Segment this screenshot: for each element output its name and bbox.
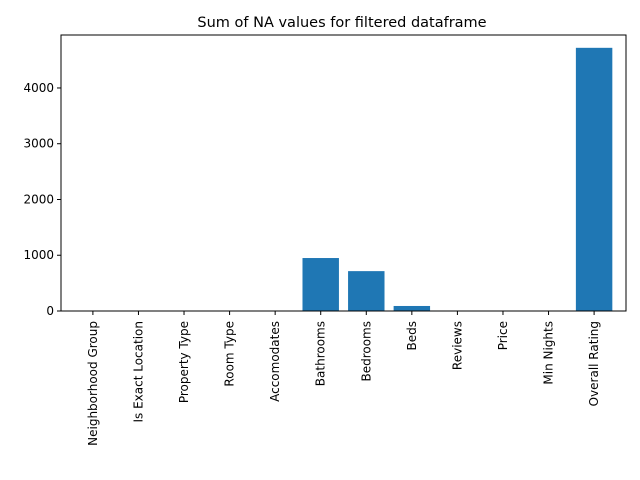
x-tick-label: Beds xyxy=(405,321,419,350)
bar-bedrooms xyxy=(348,271,385,311)
x-tick-label: Reviews xyxy=(450,321,464,370)
bar-overall-rating xyxy=(575,47,613,311)
x-tick-label: Price xyxy=(496,321,510,350)
plot-frame xyxy=(60,34,627,312)
x-tick-label: Is Exact Location xyxy=(131,321,145,423)
x-tick-label: Bathrooms xyxy=(314,321,328,386)
chart-title: Sum of NA values for filtered dataframe xyxy=(197,15,486,31)
bars xyxy=(302,47,613,311)
bar-beds xyxy=(393,305,431,311)
y-tick-label: 1000 xyxy=(23,248,54,262)
x-tick-label: Overall Rating xyxy=(587,321,601,406)
y-tick-label: 2000 xyxy=(23,192,54,206)
x-tick-label: Min Nights xyxy=(542,321,556,385)
x-tick-label: Accomodates xyxy=(268,321,282,402)
y-axis: 0 1000 2000 3000 4000 xyxy=(23,81,61,318)
y-tick-label: 0 xyxy=(46,304,54,318)
y-tick-label: 4000 xyxy=(23,81,54,95)
x-tick-label: Property Type xyxy=(177,321,191,403)
x-axis: Neighborhood Group Is Exact Location Prope… xyxy=(86,311,601,446)
y-tick-label: 3000 xyxy=(23,137,54,151)
x-tick-label: Bedrooms xyxy=(359,321,373,382)
bar-bathrooms xyxy=(302,258,339,311)
x-tick-label: Neighborhood Group xyxy=(86,321,100,446)
x-tick-label: Room Type xyxy=(223,321,237,387)
